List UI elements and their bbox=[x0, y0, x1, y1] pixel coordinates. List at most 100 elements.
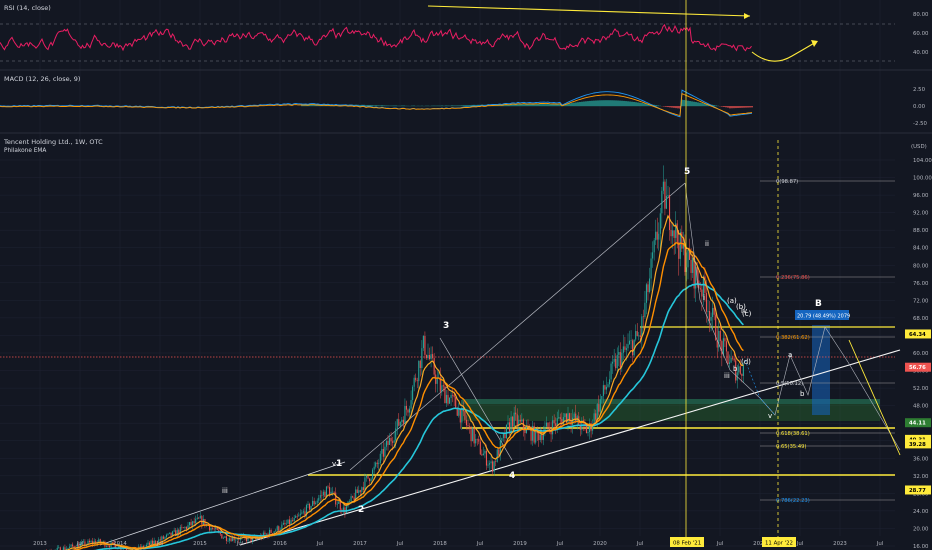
candle-body bbox=[436, 377, 438, 384]
macd-hist-bar bbox=[469, 105, 471, 107]
macd-hist-bar bbox=[581, 101, 583, 107]
macd-hist-bar bbox=[537, 103, 539, 107]
candle-body bbox=[628, 340, 631, 345]
candle-body bbox=[272, 533, 274, 534]
candle-body bbox=[367, 475, 369, 479]
candle-body bbox=[188, 522, 191, 526]
candle-body bbox=[742, 364, 744, 376]
candle-body bbox=[355, 489, 357, 501]
macd-hist-bar bbox=[697, 102, 699, 107]
candle-body bbox=[290, 520, 292, 525]
price-tag-bg bbox=[905, 329, 931, 339]
candle-body bbox=[548, 427, 551, 430]
price-tag-label: 28.77 bbox=[909, 488, 926, 494]
macd-hist-bar bbox=[435, 105, 437, 107]
candle-body bbox=[430, 354, 432, 360]
candle-body bbox=[276, 526, 278, 531]
time-tick: 2017 bbox=[353, 541, 367, 547]
macd-hist-bar bbox=[571, 103, 573, 107]
macd-hist-bar bbox=[713, 105, 715, 107]
macd-hist-bar bbox=[457, 105, 459, 107]
candle-body bbox=[418, 360, 420, 382]
price-tag-bg bbox=[905, 362, 931, 372]
candle-body bbox=[410, 400, 412, 409]
macd-hist-bar bbox=[749, 106, 751, 108]
macd-hist-bar bbox=[669, 106, 671, 108]
candle-body bbox=[67, 547, 69, 549]
macd-hist-bar bbox=[607, 100, 609, 107]
macd-hist-bar bbox=[569, 103, 571, 107]
candle-body bbox=[432, 354, 434, 359]
candle-body bbox=[238, 539, 240, 541]
candle-body bbox=[690, 259, 692, 273]
time-tick: Jul bbox=[636, 541, 644, 547]
candle-body bbox=[490, 461, 492, 464]
price-tick: 92.00 bbox=[913, 211, 929, 217]
candle-body bbox=[295, 515, 297, 518]
candle-body bbox=[356, 489, 358, 494]
time-tick: 2016 bbox=[273, 541, 287, 547]
candle-body bbox=[227, 540, 229, 542]
candle-body bbox=[541, 434, 543, 440]
candle-body bbox=[464, 411, 466, 420]
candle-body bbox=[258, 538, 260, 540]
candle-body bbox=[732, 357, 734, 359]
price-tag-label: 64.34 bbox=[909, 332, 926, 338]
macd-hist-bar bbox=[705, 103, 707, 107]
wave-label-small-c-paren: (c) bbox=[742, 310, 752, 318]
price-tag: 44.11 bbox=[905, 418, 931, 428]
macd-hist-bar bbox=[627, 101, 629, 107]
candle-body bbox=[415, 377, 417, 381]
candle-body bbox=[278, 526, 280, 532]
candle-body bbox=[288, 519, 291, 525]
candle-body bbox=[155, 540, 157, 544]
candle-body bbox=[447, 394, 449, 404]
candle-body bbox=[702, 276, 704, 297]
candle-body bbox=[192, 521, 194, 526]
macd-title: MACD (12, 26, close, 9) bbox=[4, 75, 80, 83]
time-tick: Jul bbox=[556, 541, 564, 547]
wave-label-small-d-paren: (d) bbox=[741, 358, 751, 366]
time-tick: Jul bbox=[76, 541, 84, 547]
macd-hist-bar bbox=[575, 102, 577, 107]
macd-hist-bar bbox=[531, 103, 533, 107]
wave-label-2: 2 bbox=[358, 505, 364, 515]
candle-body bbox=[693, 257, 695, 289]
candle-body bbox=[402, 419, 404, 424]
macd-hist-bar bbox=[459, 105, 461, 107]
candle-body bbox=[485, 450, 488, 466]
macd-hist-bar bbox=[401, 105, 403, 107]
macd-hist-bar bbox=[375, 105, 377, 107]
candle-body bbox=[348, 501, 351, 502]
candle-body bbox=[638, 335, 640, 337]
candle-body bbox=[644, 302, 646, 317]
macd-tick: 2.50 bbox=[913, 87, 926, 93]
macd-hist-bar bbox=[475, 104, 477, 107]
time-marker-apr22: 11 Apr '22 bbox=[765, 541, 793, 547]
macd-hist-bar bbox=[465, 105, 467, 107]
candle-body bbox=[667, 195, 669, 197]
wave-label-small-iii-early: iii bbox=[222, 487, 228, 495]
candle-body bbox=[150, 540, 152, 545]
wave-label-small-a-paren: (a) bbox=[727, 297, 737, 305]
macd-hist-bar bbox=[657, 105, 659, 107]
rsi-title: RSI (14, close) bbox=[4, 4, 51, 12]
macd-hist-bar bbox=[647, 103, 649, 107]
candle-body bbox=[588, 423, 591, 433]
candle-body bbox=[585, 426, 588, 434]
macd-hist-bar bbox=[731, 106, 733, 109]
candle-body bbox=[516, 414, 518, 426]
time-tick: 2019 bbox=[513, 541, 527, 547]
time-axis: 2013 Jul 2014 Jul 2015 Jul 2016 Jul 2017 Jul 2018 J… bbox=[33, 541, 883, 547]
candle-body bbox=[65, 548, 68, 550]
candle-body bbox=[555, 423, 557, 426]
price-tag-bg bbox=[905, 418, 931, 428]
candle-body bbox=[493, 461, 495, 472]
candle-body bbox=[98, 539, 100, 542]
macd-hist-bar bbox=[671, 106, 673, 108]
candle-body bbox=[439, 377, 441, 392]
candle-body bbox=[721, 341, 723, 355]
candle-body bbox=[225, 536, 228, 541]
macd-hist-bar bbox=[679, 106, 681, 109]
macd-hist-bar bbox=[673, 106, 675, 108]
